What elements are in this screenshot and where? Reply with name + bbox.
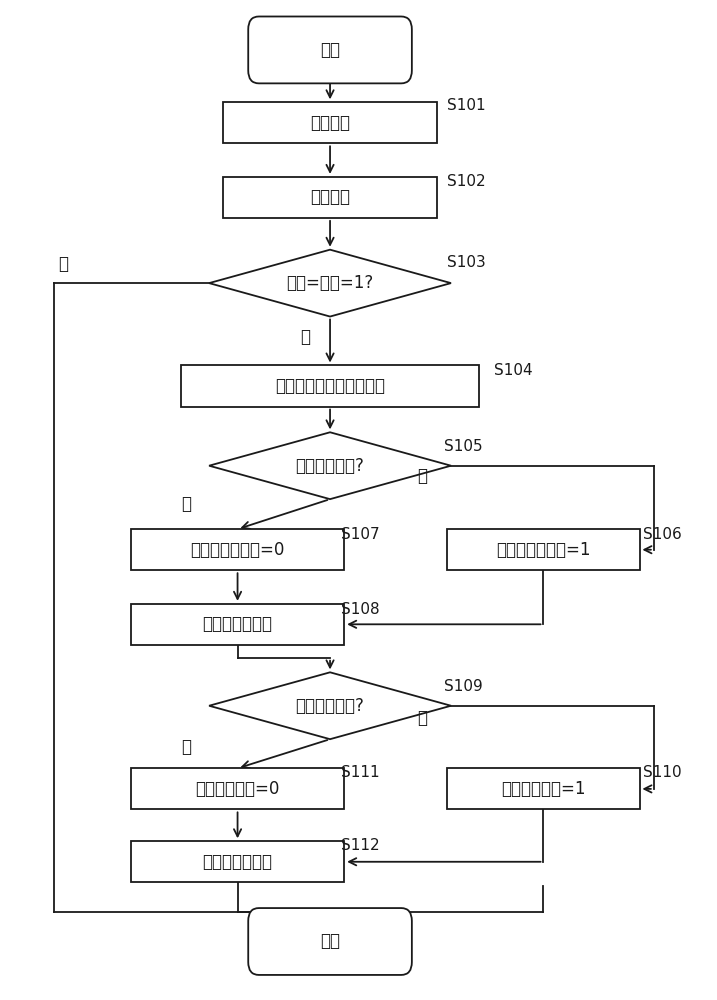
Text: 行宽均等标志=1: 行宽均等标志=1 xyxy=(501,780,586,798)
Bar xyxy=(447,768,640,809)
Bar xyxy=(130,529,344,570)
Bar xyxy=(223,102,437,143)
Bar xyxy=(447,529,640,570)
Polygon shape xyxy=(209,672,451,739)
Text: S108: S108 xyxy=(341,602,380,617)
Text: S104: S104 xyxy=(494,363,532,378)
Text: 列宽度均等标志=0: 列宽度均等标志=0 xyxy=(191,541,285,559)
Text: S102: S102 xyxy=(447,174,486,189)
Text: S111: S111 xyxy=(341,765,380,780)
Text: 否: 否 xyxy=(300,328,310,346)
Text: S101: S101 xyxy=(447,98,486,113)
Text: 列的宽度均等?: 列的宽度均等? xyxy=(295,457,364,475)
Text: 是: 是 xyxy=(417,467,427,485)
Text: S103: S103 xyxy=(447,255,486,270)
Text: 开始: 开始 xyxy=(320,41,340,59)
Text: 行的宽度均等?: 行的宽度均等? xyxy=(295,697,364,715)
FancyBboxPatch shape xyxy=(248,908,412,975)
Text: 决定列数: 决定列数 xyxy=(310,114,350,132)
Text: 结束: 结束 xyxy=(320,932,340,950)
Text: S109: S109 xyxy=(444,679,483,694)
Text: 决定瓦片边界的依存关系: 决定瓦片边界的依存关系 xyxy=(275,377,385,395)
Text: S105: S105 xyxy=(444,439,483,454)
Bar xyxy=(130,604,344,645)
Text: 是: 是 xyxy=(58,255,68,273)
Bar xyxy=(181,365,480,407)
Text: 决定行数: 决定行数 xyxy=(310,188,350,206)
Text: S107: S107 xyxy=(341,527,380,542)
Text: 列宽度均等标志=1: 列宽度均等标志=1 xyxy=(496,541,591,559)
Polygon shape xyxy=(209,432,451,499)
Bar xyxy=(130,841,344,882)
Text: 否: 否 xyxy=(181,738,191,756)
Text: S110: S110 xyxy=(643,765,682,780)
Text: S112: S112 xyxy=(341,838,380,853)
Text: S106: S106 xyxy=(643,527,682,542)
Text: 否: 否 xyxy=(181,495,191,513)
Text: 决定各列的宽度: 决定各列的宽度 xyxy=(203,615,272,633)
Bar xyxy=(223,177,437,218)
Polygon shape xyxy=(209,250,451,317)
Text: 是: 是 xyxy=(417,709,427,727)
FancyBboxPatch shape xyxy=(248,16,412,83)
Text: 列数=行数=1?: 列数=行数=1? xyxy=(286,274,374,292)
Text: 行宽均等标志=0: 行宽均等标志=0 xyxy=(195,780,280,798)
Text: 决定各行的宽度: 决定各行的宽度 xyxy=(203,853,272,871)
Bar xyxy=(130,768,344,809)
